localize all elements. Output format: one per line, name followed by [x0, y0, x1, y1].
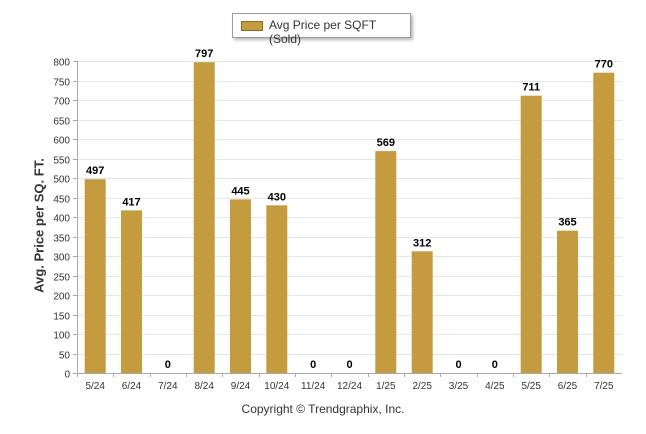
data-label: 312: [413, 237, 431, 249]
y-tick-label: 350: [53, 234, 70, 245]
y-tick-label: 400: [53, 214, 70, 225]
x-tick-label: 7/25: [594, 381, 614, 392]
y-tick-label: 650: [53, 117, 70, 128]
bar: [520, 95, 542, 373]
legend-label: Avg Price per SQFT (Sold): [269, 18, 376, 46]
y-tick-label: 700: [53, 97, 70, 108]
data-label: 0: [310, 359, 316, 371]
bar: [193, 62, 215, 373]
y-tick-label: 200: [53, 292, 70, 303]
x-tick-label: 9/24: [231, 381, 251, 392]
legend: Avg Price per SQFT (Sold): [232, 13, 411, 46]
bar: [230, 199, 251, 373]
y-tick-label: 500: [53, 175, 70, 186]
bar: [121, 210, 142, 373]
y-tick-label: 550: [53, 156, 70, 167]
y-tick-label: 600: [53, 136, 70, 147]
data-label: 770: [595, 59, 613, 71]
bar: [593, 72, 615, 373]
axes: 0 50 100 150 200 250 300 350 400 450 500 550 600 650 7…: [53, 58, 622, 392]
data-label: 430: [268, 191, 286, 203]
x-tick-label: 11/24: [301, 381, 326, 392]
y-tick-label: 0: [64, 370, 70, 381]
data-label: 497: [86, 165, 104, 177]
x-tick-label: 1/25: [376, 381, 396, 392]
data-label: 0: [455, 359, 461, 371]
y-tick-label: 150: [53, 312, 70, 323]
data-label: 417: [122, 196, 140, 208]
x-tick-label: 5/24: [85, 381, 105, 392]
bar: [557, 230, 578, 373]
x-tick-label: 3/25: [449, 381, 469, 392]
y-axis-label: Avg. Price per SQ. FT.: [31, 158, 47, 293]
legend-swatch: [241, 21, 263, 31]
data-label: 797: [195, 48, 213, 60]
bar: [375, 151, 397, 373]
bar: [84, 179, 106, 373]
y-tick-label: 450: [53, 195, 70, 206]
data-label: 445: [231, 185, 249, 197]
x-tick-label: 2/25: [412, 381, 432, 392]
y-tick-label: 800: [53, 58, 70, 69]
x-tick-label: 6/25: [558, 381, 578, 392]
y-tick-label: 300: [53, 253, 70, 264]
data-label: 0: [492, 359, 498, 371]
x-tick-label: 6/24: [122, 381, 142, 392]
data-label: 0: [165, 359, 171, 371]
x-tick-label: 4/25: [485, 381, 505, 392]
data-labels: 497 417 0 797 445 430 0 0 569 312 0 0 711 365 770: [86, 48, 613, 371]
x-tick-label: 7/24: [158, 381, 178, 392]
x-tick-label: 12/24: [337, 381, 362, 392]
y-tick-label: 100: [53, 331, 70, 342]
bar: [266, 205, 288, 373]
data-label: 569: [377, 137, 395, 149]
x-tick-label: 10/24: [264, 381, 289, 392]
y-tick-label: 50: [59, 351, 71, 362]
y-tick-label: 250: [53, 273, 70, 284]
data-label: 711: [522, 82, 540, 94]
y-tick-label: 750: [53, 78, 70, 89]
bar: [411, 251, 433, 373]
copyright-text: Copyright © Trendgraphix, Inc.: [241, 402, 405, 416]
x-tick-label: 5/25: [521, 381, 541, 392]
x-tick-label: 8/24: [194, 381, 214, 392]
data-label: 0: [346, 359, 352, 371]
data-label: 365: [558, 217, 576, 229]
bars: [84, 62, 615, 373]
